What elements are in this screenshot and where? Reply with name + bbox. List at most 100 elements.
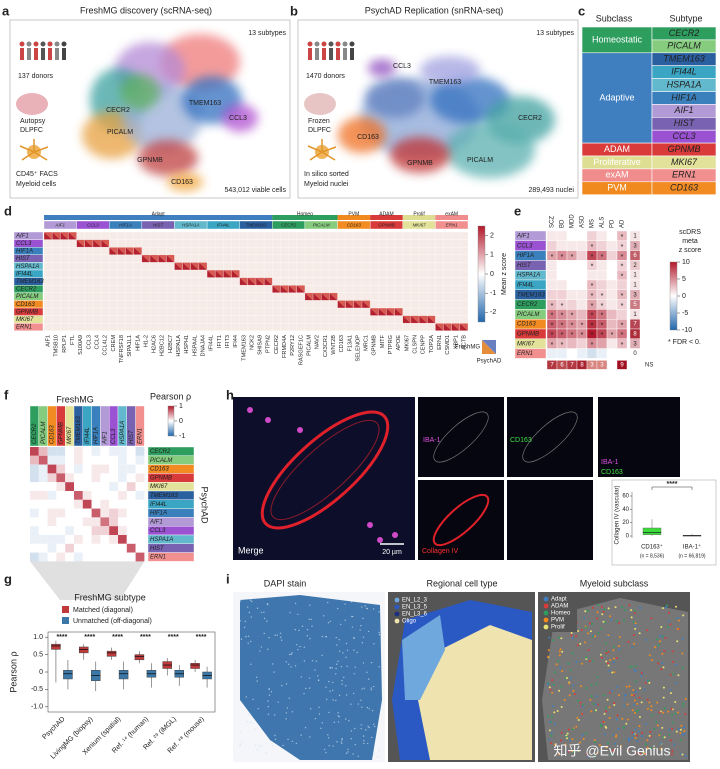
myeloid-cell [669, 623, 672, 626]
column-label: AIF1 [102, 431, 108, 445]
dapi-speckle [338, 650, 341, 652]
dapi-speckle [331, 667, 334, 669]
heat-cell [82, 508, 92, 518]
y-tick-label: 60 [622, 494, 629, 500]
box [79, 646, 89, 654]
myeloid-cell [656, 724, 659, 727]
heat-cell [135, 508, 145, 518]
significance-star: * [591, 264, 594, 271]
myeloid-cell [623, 698, 626, 701]
heat-cell-freshmg [166, 254, 175, 263]
myeloid-cell [573, 693, 576, 696]
myeloid-cell [584, 610, 587, 613]
myeloid-cell [589, 698, 592, 701]
dapi-speckle [329, 666, 331, 669]
group-label: ADAM [379, 211, 393, 217]
col-count: 7 [570, 362, 574, 368]
donor-icon [48, 48, 52, 60]
dapi-speckle [287, 738, 289, 741]
heat-cell [606, 309, 618, 320]
row-label: CECR2 [517, 302, 538, 308]
heat-cell-freshmg [288, 285, 297, 293]
dapi-speckle [340, 666, 343, 668]
ns-label: NS [645, 362, 653, 368]
panel-letter: a [2, 3, 10, 18]
myeloid-cell [613, 671, 616, 674]
heat-cell [65, 535, 74, 544]
myeloid-cell [613, 702, 616, 705]
myeloid-cell [585, 656, 588, 659]
cell-icon [33, 151, 48, 161]
myeloid-cell [603, 608, 606, 611]
dapi-speckle [335, 636, 337, 639]
donor-icon [55, 48, 59, 60]
heat-cell [47, 499, 57, 509]
heat-cell [30, 508, 39, 518]
myeloid-cell [671, 749, 674, 752]
column-label: ASD [580, 215, 586, 228]
heat-cell [38, 535, 48, 544]
gene-label: MKI67 [404, 335, 410, 351]
dapi-speckle [260, 611, 263, 614]
dapi-speckle [272, 745, 274, 747]
subclass-label: ADAM [604, 144, 630, 154]
heat-cell [65, 499, 74, 509]
heat-cell [576, 240, 588, 251]
myeloid-cell [567, 750, 570, 753]
gene-label: HSPH1 [184, 335, 190, 354]
count-label: (n = 66,819) [678, 553, 705, 559]
heat-cell [556, 270, 568, 281]
row-label: IFI44L [16, 271, 33, 277]
heat-cell [74, 464, 83, 474]
heat-cell-psychad [459, 323, 468, 331]
tissue: Frozen [308, 118, 330, 125]
heat-cell [100, 482, 110, 491]
heat-cell-psychad [435, 323, 444, 331]
significance-star: * [601, 332, 604, 339]
myeloid-cell [632, 694, 635, 697]
dapi-speckle [267, 705, 270, 708]
legend-label: EN_L3_6 [402, 612, 428, 618]
dapi-speckle [345, 752, 348, 755]
heat-cell [576, 299, 588, 310]
subclass-label: PVM [607, 183, 627, 193]
heat-cell-psychad [419, 315, 428, 324]
heat-cell [91, 517, 101, 527]
cell-icon [21, 151, 35, 161]
myeloid-cell [581, 734, 584, 737]
column-label: CECR2 [32, 423, 38, 444]
myeloid-cell [661, 652, 664, 655]
gene-label: TOP2A [429, 335, 435, 354]
myeloid-cell [618, 622, 621, 625]
row-label: GPNMB [150, 475, 172, 481]
myeloid-cell [676, 628, 679, 630]
row-label-box [13, 323, 44, 332]
dapi-speckle [252, 698, 254, 701]
myeloid-cell [614, 742, 617, 745]
dapi-speckle [250, 640, 252, 643]
heat-cell [47, 447, 57, 456]
heat-cell [576, 289, 588, 300]
heat-cell [596, 348, 608, 359]
myeloid-cell [594, 635, 597, 638]
myeloid-cell [569, 669, 572, 672]
gene-label: MRC1 [364, 335, 370, 351]
myeloid-cell [566, 732, 569, 735]
column-label: HIST [129, 429, 135, 444]
myeloid-cell [648, 654, 651, 657]
heat-cell-psychad [239, 277, 248, 286]
myeloid-cell [634, 670, 637, 673]
cell-signal [265, 417, 271, 423]
myeloid-cell [658, 711, 661, 714]
heat-cell [606, 348, 618, 359]
myeloid-cell [606, 742, 609, 745]
panel-title: Myeloid subclass [580, 578, 649, 588]
heat-cell-freshmg [329, 292, 338, 301]
heat-cell-psychad [353, 300, 362, 308]
heat-cell-psychad [321, 292, 330, 301]
myeloid-cell [631, 731, 634, 734]
heat-cell-psychad [451, 323, 460, 331]
dapi-speckle [240, 638, 243, 640]
myeloid-cell [644, 681, 647, 684]
significance-star: * [551, 322, 554, 329]
